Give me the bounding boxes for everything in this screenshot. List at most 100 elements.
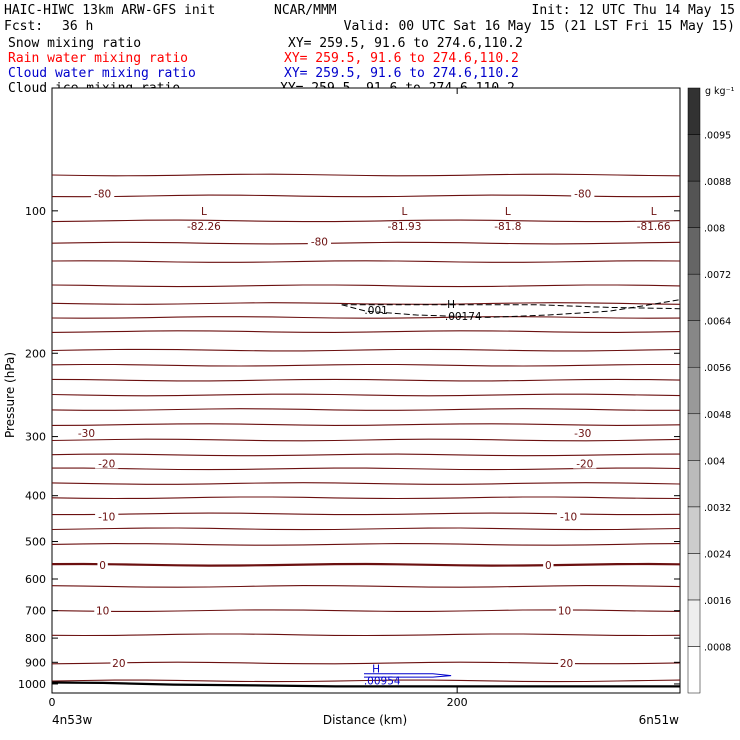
colorbar-tick-label: .0056 [704,363,731,374]
colorbar-swatch [687,413,701,461]
isotherm-line [51,453,681,457]
isotherm-label-bg [571,187,595,199]
y-tick-label: 300 [25,431,46,444]
isotherm-line [51,284,681,288]
header-init: Init: 12 UTC Thu 14 May 15 [532,3,736,18]
isotherm-label: 10 [558,606,571,618]
colorbar-tick-label: .004 [704,456,725,467]
y-tick-label: 700 [25,605,46,618]
x-tick-label: 200 [447,696,468,709]
isotherm-label-bg [74,427,99,439]
isotherm-label-bg [558,656,575,668]
y-axis-label: Pressure (hPa) [3,352,17,438]
isotherm-label-bg [95,510,119,522]
cloud-water-max-value: .00954 [364,676,401,688]
isotherm-line [51,348,681,352]
isotherm-label: 0 [99,560,106,572]
colorbar-swatch [687,227,701,275]
isotherm-label: -80 [574,189,591,201]
field-name-snow: Snow mixing ratio [8,36,141,51]
isotherm-label-bg [95,457,119,469]
header-fcst-label: Fcst: [4,19,43,34]
colorbar: .0008 .0016 .0024 .0032 .004 .0048 .0056 .0064.… [687,87,731,694]
colorbar-swatch [687,87,701,135]
contour-labels: -80 -80 -80 -30 -30 -20 -20 -10 -10 0 0 10 10 20 20 L -8… [74,187,671,688]
field-xy-snow: XY= 259.5, 91.6 to 274.6,110.2 [288,36,523,51]
isotherm-line [51,543,681,546]
field-name-cloud-water: Cloud water mixing ratio [8,66,196,81]
colorbar-tick-label: .0072 [704,270,731,281]
isotherm-line [51,378,681,382]
colorbar-swatch [687,366,701,415]
x-right-endpoint-label: 6n51w [639,713,680,727]
x-axis: 0 200 [49,88,468,709]
isotherm-line [51,260,681,263]
isotherm-line [51,679,681,683]
isotherm-line [51,423,681,426]
low-symbol: L [201,206,207,218]
cloud-water-max-symbol: H [372,664,380,676]
isotherm-label-bg [543,558,554,570]
isotherm-line [51,408,680,411]
y-tick-label: 1000 [18,678,46,691]
isotherm-label: -10 [560,512,577,524]
colorbar-tick-label: .0016 [704,596,731,607]
y-tick-label: 500 [25,536,46,549]
isotherm-label: 10 [96,606,109,618]
isotherm-label: -80 [94,189,111,201]
y-tick-label: 900 [25,656,46,669]
x-axis-label: Distance (km) [323,713,407,727]
surface-line [51,681,680,688]
cloud-ice-max-value: .00174 [445,311,482,323]
low-value: -82.26 [187,221,221,233]
x-left-endpoint-label: 4n53w [52,713,93,727]
low-value: -81.66 [637,221,671,233]
y-tick-label: 100 [25,205,46,218]
header-valid: Valid: 00 UTC Sat 16 May 15 (21 LST Fri … [344,19,735,34]
colorbar-tick-label: .0024 [704,549,731,560]
low-symbol: L [651,206,657,218]
colorbar-tick-label: .0048 [704,410,731,421]
isotherm-line [51,562,681,567]
isotherm-line [51,585,681,588]
isotherm-line [51,393,681,397]
cloud-ice-max-symbol: H [447,299,455,311]
isotherm-label: 20 [112,658,125,670]
isotherm-label-bg [91,187,115,199]
colorbar-swatch [687,134,701,182]
header-title: HAIC-HIWC 13km ARW-GFS init [4,3,215,18]
isotherm-label-bg [110,656,128,668]
low-value: -81.93 [388,221,422,233]
colorbar-tick-label: .0008 [704,642,731,653]
isotherm-line [52,467,681,471]
colorbar-swatch [687,599,701,647]
isotherm-label-bg [556,510,581,522]
low-symbol: L [402,206,408,218]
colorbar-tick-label: .0064 [704,317,731,328]
isotherm-label-bg [573,457,597,469]
colorbar-swatch [687,460,701,508]
field-xy-rain: XY= 259.5, 91.6 to 274.6,110.2 [284,51,519,66]
cloud-contours [51,299,681,688]
y-tick-label: 400 [25,490,46,503]
low-value: -81.8 [494,221,521,233]
isotherm-label: -20 [98,458,115,470]
y-tick-label: 200 [25,347,46,360]
isotherm-line [51,330,681,333]
cloud-ice-contour [341,299,681,318]
header-center: NCAR/MMM [274,3,337,18]
isotherm-line [51,633,681,637]
colorbar-swatch [687,273,701,321]
isotherm-line [51,438,681,442]
field-xy-cloud-water: XY= 259.5, 91.6 to 274.6,110.2 [284,66,519,81]
isotherm-label-bg [97,558,108,570]
cloud-ice-min-label: .001 [364,305,387,317]
isotherm-label-bg [307,235,332,247]
plot-frame [51,87,681,694]
isotherm-label: 0 [545,560,552,572]
isotherm-line [51,173,681,177]
colorbar-unit: g kg⁻¹ [705,86,735,97]
isotherm-line [51,527,681,531]
isotherm-label: -80 [311,236,328,248]
